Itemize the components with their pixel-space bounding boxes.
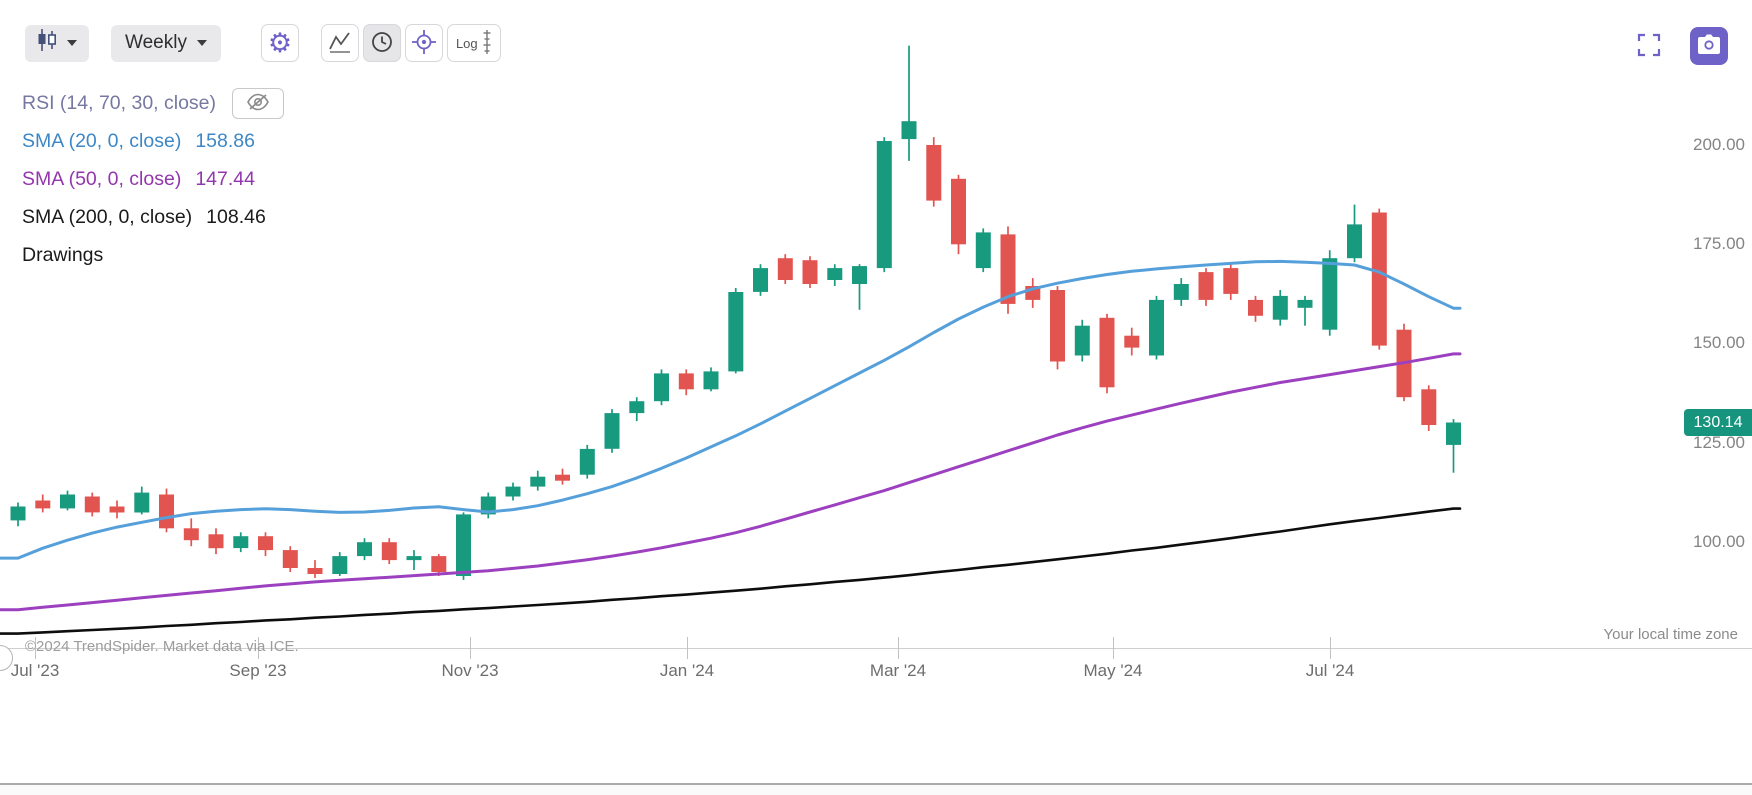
- price-axis-label: 175.00: [1693, 234, 1745, 253]
- log-axis-icon: [482, 29, 492, 58]
- time-axis-label: Jul '23: [10, 661, 60, 680]
- settings-button[interactable]: ⚙: [260, 24, 299, 62]
- price-axis-label: 100.00: [1693, 532, 1745, 551]
- sma50-value: 147.44: [195, 167, 255, 190]
- crosshair-button[interactable]: [404, 24, 443, 62]
- crosshair-icon: [411, 29, 437, 58]
- log-scale-button[interactable]: Log: [446, 24, 501, 62]
- legend-sma200[interactable]: SMA (200, 0, close) 108.46: [22, 202, 284, 232]
- sma20-label: SMA (20, 0, close): [22, 129, 182, 152]
- topright-controls: [1636, 27, 1728, 65]
- time-settings-button[interactable]: [362, 24, 401, 62]
- eye-off-icon: [246, 93, 270, 114]
- fullscreen-button[interactable]: [1636, 33, 1662, 59]
- camera-icon: [1697, 34, 1721, 58]
- rsi-label: RSI (14, 70, 30, close): [22, 91, 217, 114]
- time-axis-label: Jul '24: [1305, 661, 1355, 680]
- drawings-label: Drawings: [22, 243, 104, 266]
- camera-button[interactable]: [1690, 27, 1728, 65]
- price-axis-label: 150.00: [1693, 333, 1745, 352]
- chevron-down-icon: [67, 40, 77, 46]
- log-label: Log: [455, 35, 478, 51]
- legend-rsi[interactable]: RSI (14, 70, 30, close): [22, 87, 285, 119]
- time-axis-label: May '24: [1083, 661, 1143, 680]
- timezone-note: Your local time zone: [1603, 626, 1738, 643]
- price-axis-label: 200.00: [1693, 135, 1745, 154]
- time-axis-label: Mar '24: [869, 661, 927, 680]
- sma20-value: 158.86: [195, 129, 255, 152]
- price-axis-label: 125.00: [1693, 433, 1745, 452]
- time-axis-label: Jan '24: [659, 661, 715, 680]
- last-price-badge: 130.14: [1684, 409, 1752, 436]
- timeframe-dropdown[interactable]: Weekly: [111, 24, 221, 62]
- legend-drawings[interactable]: Drawings: [22, 240, 284, 270]
- copyright-note: ©2024 TrendSpider. Market data via ICE.: [25, 638, 299, 655]
- timeframe-value: Weekly: [125, 32, 187, 53]
- sma200-label: SMA (200, 0, close): [22, 205, 193, 228]
- fullscreen-icon: [1637, 33, 1661, 60]
- toolbar: Weekly ⚙: [25, 24, 505, 62]
- indicator-legend: RSI (14, 70, 30, close) SMA (20, 0, clos…: [22, 87, 285, 278]
- time-axis-label: Nov '23: [441, 661, 499, 680]
- sma50-label: SMA (50, 0, close): [22, 167, 182, 190]
- indicators-button[interactable]: [320, 24, 359, 62]
- chevron-down-icon: [196, 40, 207, 46]
- gear-icon: ⚙: [267, 27, 293, 58]
- window-bottom-edge: [0, 783, 1752, 795]
- time-axis-label: Sep '23: [229, 661, 287, 680]
- legend-sma50[interactable]: SMA (50, 0, close) 147.44: [22, 164, 284, 194]
- chart-type-dropdown[interactable]: [25, 24, 89, 62]
- clock-icon: [370, 30, 394, 57]
- legend-sma20[interactable]: SMA (20, 0, close) 158.86: [22, 126, 284, 156]
- line-chart-icon: [327, 29, 353, 58]
- rsi-visibility-button[interactable]: [232, 87, 285, 119]
- candlestick-icon: [37, 28, 57, 58]
- sma200-value: 108.46: [206, 205, 266, 228]
